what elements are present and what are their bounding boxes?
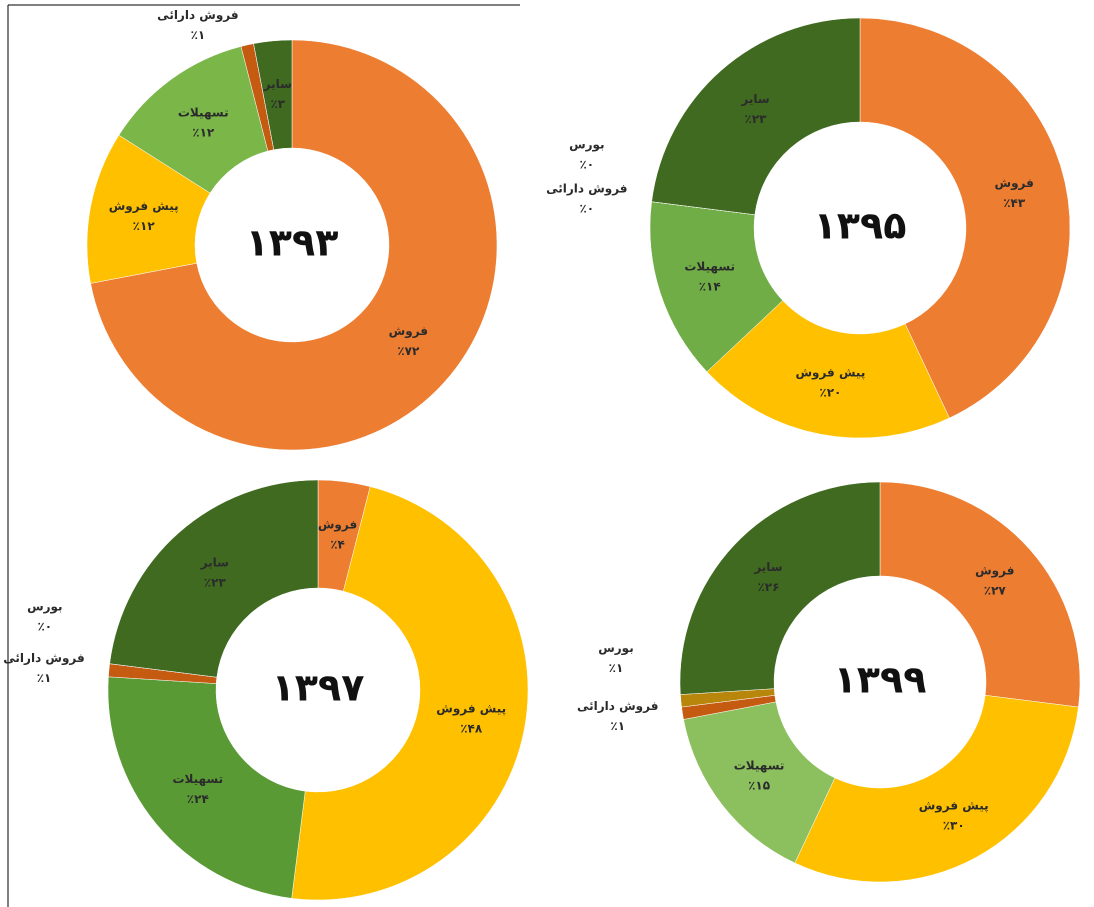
slice-value-label: ٪۱ bbox=[610, 719, 625, 733]
slice-label: فروش bbox=[389, 324, 428, 339]
slice-value-label: ٪۴ bbox=[330, 538, 345, 552]
donut-title: ۱۳۹۹ bbox=[834, 658, 927, 702]
donut-slice bbox=[649, 201, 784, 373]
slice-value-label: ٪۷۲ bbox=[397, 344, 420, 358]
donut-title: ۱۳۹۷ bbox=[272, 666, 365, 710]
slice-value-label: ٪۱۲ bbox=[133, 219, 156, 233]
slice-label: سایر bbox=[753, 560, 782, 574]
donut-slice bbox=[90, 39, 498, 451]
slice-value-label: ٪۳ bbox=[270, 97, 285, 111]
slice-value-label: ٪۰ bbox=[579, 202, 594, 216]
slice-value-label: ٪۲۳ bbox=[204, 575, 227, 589]
slice-label: تسهیلات bbox=[172, 772, 223, 786]
slice-value-label: ٪۲۴ bbox=[187, 792, 209, 806]
donut-slice bbox=[291, 486, 529, 901]
donut-slice bbox=[679, 481, 881, 695]
donut-slice bbox=[879, 481, 1081, 708]
slice-value-label: ٪۲۷ bbox=[984, 583, 1007, 597]
slice-label: پیش فروش bbox=[919, 799, 989, 814]
slice-label: بورس bbox=[27, 600, 63, 615]
slice-value-label: ٪۱ bbox=[37, 671, 52, 685]
donut-slice bbox=[706, 300, 950, 439]
slice-label: فروش دارائی bbox=[3, 651, 84, 666]
donut-slice bbox=[651, 17, 861, 215]
donut-slice bbox=[794, 695, 1079, 883]
slice-value-label: ٪۲۰ bbox=[819, 386, 841, 400]
slice-value-label: ٪۱۴ bbox=[699, 279, 721, 293]
slice-value-label: ٪۲۶ bbox=[757, 580, 779, 594]
slice-label: سایر bbox=[740, 92, 769, 106]
donut-slice bbox=[107, 676, 306, 899]
slice-label: سایر bbox=[263, 77, 292, 91]
slice-label: فروش bbox=[975, 563, 1014, 578]
slice-label: پیش فروش bbox=[795, 366, 865, 381]
donut-title: ۱۳۹۳ bbox=[246, 221, 339, 265]
slice-label: بورس bbox=[569, 138, 605, 153]
slice-value-label: ٪۲۳ bbox=[745, 112, 768, 126]
slice-label: سایر bbox=[200, 555, 229, 569]
donut-slice bbox=[253, 39, 293, 151]
slice-value-label: ٪۱۵ bbox=[748, 778, 770, 792]
slice-value-label: ٪۰ bbox=[579, 158, 594, 172]
slice-value-label: ٪۳۰ bbox=[943, 819, 965, 833]
slice-label: فروش bbox=[318, 518, 357, 533]
donut-slice bbox=[109, 479, 319, 678]
slice-label: تسهیلات bbox=[684, 259, 735, 273]
slice-value-label: ٪۴۸ bbox=[460, 722, 483, 736]
slice-value-label: ٪۰ bbox=[37, 620, 52, 634]
slice-label: فروش دارائی bbox=[546, 182, 627, 197]
slice-label: فروش دارائی bbox=[577, 699, 658, 714]
slice-label: فروش دارائی bbox=[157, 8, 238, 23]
slice-value-label: ٪۱ bbox=[191, 28, 206, 42]
slice-label: پیش فروش bbox=[436, 702, 506, 717]
slice-label: پیش فروش bbox=[109, 199, 179, 214]
slice-label: تسهیلات bbox=[178, 105, 229, 119]
donut-title: ۱۳۹۵ bbox=[814, 204, 907, 248]
slice-label: فروش bbox=[995, 176, 1034, 191]
slice-value-label: ٪۴۳ bbox=[1003, 196, 1026, 210]
slice-value-label: ٪۱ bbox=[609, 661, 624, 675]
slice-value-label: ٪۱۲ bbox=[192, 125, 215, 139]
slice-label: بورس bbox=[598, 641, 634, 656]
slice-label: تسهیلات bbox=[734, 758, 785, 772]
